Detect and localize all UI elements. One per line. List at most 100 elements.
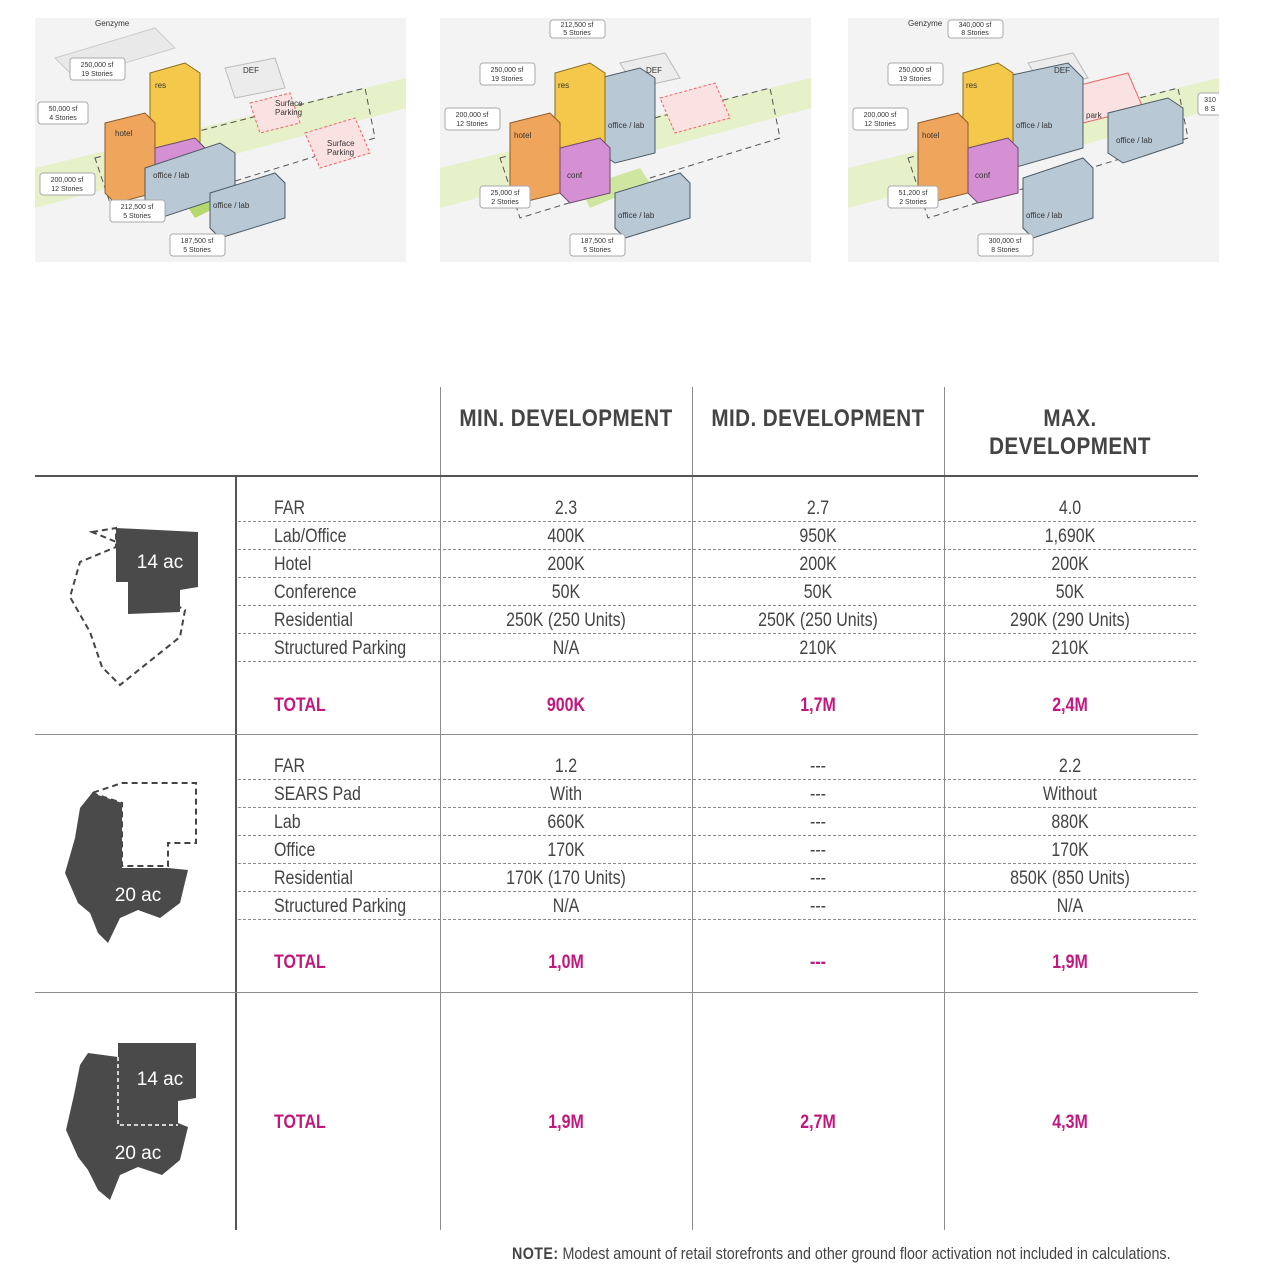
total-label: TOTAL xyxy=(274,695,326,716)
total-label: TOTAL xyxy=(274,952,326,973)
value-min: 1.2 xyxy=(554,756,578,777)
value-mid: --- xyxy=(810,812,826,833)
table-row: FAR 1.2 --- 2.2 xyxy=(238,752,1196,780)
tag-sf: 250,000 sf xyxy=(81,62,114,69)
value-min: With xyxy=(550,784,582,805)
value-max: 850K (850 Units) xyxy=(1010,868,1130,889)
table-row: Structured Parking N/A --- N/A xyxy=(238,892,1196,920)
value-mid: --- xyxy=(810,896,826,917)
row-label: FAR xyxy=(274,498,306,519)
tag-sf: 200,000 sf xyxy=(51,177,84,184)
tag-stories: 12 Stories xyxy=(456,121,488,128)
value-max: 880K xyxy=(1051,812,1089,833)
total-row: TOTAL 900K 1,7M 2,4M xyxy=(238,691,1196,719)
value-mid: --- xyxy=(810,756,826,777)
column-header-min: MIN. DEVELOPMENT xyxy=(459,405,673,432)
section-rule xyxy=(35,734,1198,735)
value-min: 170K (170 Units) xyxy=(506,868,626,889)
table-row: Lab/Office 400K 950K 1,690K xyxy=(238,522,1196,550)
value-min: 170K xyxy=(547,840,585,861)
use-label: hotel xyxy=(115,129,133,138)
use-label: res xyxy=(966,81,977,90)
tag-sf: 250,000 sf xyxy=(899,67,932,74)
value-mid: 50K xyxy=(803,582,833,603)
tag-stories: 19 Stories xyxy=(81,71,113,78)
table-row: SEARS Pad With --- Without xyxy=(238,780,1196,808)
tag-stories: 5 Stories xyxy=(123,213,151,220)
scenario-illustration-min: 250,000 sf 19 Stories 50,000 sf 4 Storie… xyxy=(35,18,406,262)
tag-stories: 8 Stories xyxy=(991,247,1019,254)
use-label: office / lab xyxy=(1016,121,1053,130)
tag-sf: 200,000 sf xyxy=(456,112,489,119)
total-min: 900K xyxy=(546,695,586,716)
value-min: 2.3 xyxy=(554,498,578,519)
tag-sf: 50,000 sf xyxy=(49,106,78,113)
table-row: Residential 250K (250 Units) 250K (250 U… xyxy=(238,606,1196,634)
total-min: 1,0M xyxy=(548,952,584,973)
row-label: FAR xyxy=(274,756,306,777)
total-mid: 2,7M xyxy=(800,1112,836,1133)
tag-stories: 8 S xyxy=(1205,106,1216,113)
site-area-label: 20 ac xyxy=(115,885,161,906)
table-row: Hotel 200K 200K 200K xyxy=(238,550,1196,578)
value-max: 210K xyxy=(1051,638,1089,659)
value-mid: 210K xyxy=(799,638,837,659)
col-divider xyxy=(944,387,945,1230)
use-label: hotel xyxy=(514,131,532,140)
site-map-20ac: 20 ac xyxy=(60,778,210,953)
use-label: res xyxy=(155,81,166,90)
tag-sf: 310 xyxy=(1204,97,1216,104)
table-row: Office 170K --- 170K xyxy=(238,836,1196,864)
column-header-mid: MID. DEVELOPMENT xyxy=(711,405,925,432)
value-mid: 950K xyxy=(799,526,837,547)
site-map-combined: 14 ac 20 ac xyxy=(60,1035,210,1210)
header-rule xyxy=(35,475,1198,477)
def-label: DEF xyxy=(646,66,662,75)
site-area-label: 20 ac xyxy=(115,1143,161,1164)
tag-stories: 12 Stories xyxy=(51,186,83,193)
value-min: 400K xyxy=(547,526,585,547)
value-min: N/A xyxy=(552,638,580,659)
value-mid: 250K (250 Units) xyxy=(758,610,878,631)
row-label: Residential xyxy=(274,868,353,889)
scenario-illustration-max: 340,000 sf 8 Stories 250,000 sf 19 Stori… xyxy=(848,18,1219,262)
tag-stories: 4 Stories xyxy=(49,115,77,122)
use-label: conf xyxy=(975,171,991,180)
def-label: DEF xyxy=(243,66,259,75)
row-label: Structured Parking xyxy=(274,896,407,917)
site-map-14ac: 14 ac xyxy=(60,522,210,697)
total-max: 1,9M xyxy=(1052,952,1088,973)
total-mid: --- xyxy=(810,952,826,973)
col-divider xyxy=(440,387,441,1230)
value-max: 170K xyxy=(1051,840,1089,861)
total-row: TOTAL 1,0M --- 1,9M xyxy=(238,948,1196,976)
total-label: TOTAL xyxy=(274,1112,326,1133)
use-label: office / lab xyxy=(608,121,645,130)
scenario-illustration-mid: 212,500 sf 5 Stories 250,000 sf 19 Stori… xyxy=(440,18,811,262)
row-label: Hotel xyxy=(274,554,312,575)
genzyme-label: Genzyme xyxy=(95,19,130,28)
value-min: 50K xyxy=(551,582,581,603)
tag-sf: 250,000 sf xyxy=(491,67,524,74)
use-label: office / lab xyxy=(213,201,250,210)
section-rule xyxy=(35,992,1198,993)
table-row: FAR 2.3 2.7 4.0 xyxy=(238,494,1196,522)
tag-sf: 187,500 sf xyxy=(581,238,614,245)
tag-stories: 2 Stories xyxy=(491,199,519,206)
tag-sf: 212,500 sf xyxy=(561,22,594,29)
tag-stories: 19 Stories xyxy=(491,76,523,83)
use-label: park xyxy=(1086,111,1103,120)
value-min: 250K (250 Units) xyxy=(506,610,626,631)
parking-label: Surface Parking xyxy=(275,99,303,117)
row-label: SEARS Pad xyxy=(274,784,361,805)
value-max: N/A xyxy=(1056,896,1084,917)
total-min: 1,9M xyxy=(548,1112,584,1133)
parking-label: Surface Parking xyxy=(327,139,355,157)
table-row: Lab 660K --- 880K xyxy=(238,808,1196,836)
tag-stories: 5 Stories xyxy=(583,247,611,254)
total-max: 4,3M xyxy=(1052,1112,1088,1133)
use-label: conf xyxy=(567,171,583,180)
site-area-label: 14 ac xyxy=(137,552,183,573)
value-max: 200K xyxy=(1051,554,1089,575)
tag-sf: 187,500 sf xyxy=(181,238,214,245)
